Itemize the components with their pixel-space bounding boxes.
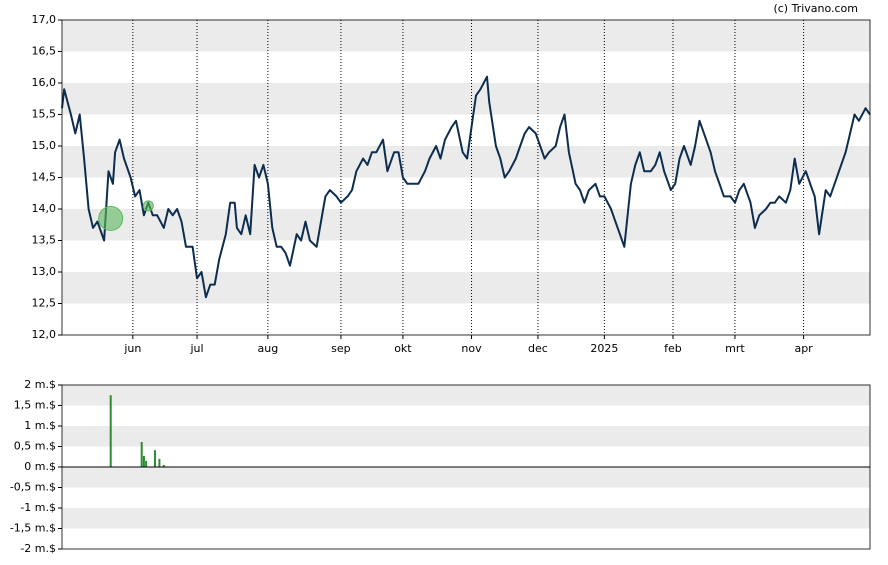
grid-band [62, 508, 870, 529]
x-tick-label: 2025 [590, 342, 618, 355]
x-tick-label: sep [331, 342, 350, 355]
bar [142, 455, 145, 467]
grid-band [62, 83, 870, 115]
plot-frame [61, 19, 871, 336]
x-tick-label: apr [794, 342, 813, 355]
grid-band [62, 20, 870, 52]
plot-frame [61, 384, 871, 550]
grid-band [62, 467, 870, 488]
bar [109, 395, 112, 467]
x-tick-label: nov [461, 342, 482, 355]
y-tick-label: 14,5 [32, 171, 57, 184]
y-tick-label: -1 m.$ [20, 501, 56, 514]
y-tick-label: 12,0 [32, 328, 57, 341]
price-line [61, 75, 871, 299]
grid-band [62, 385, 870, 406]
x-tick-label: mrt [725, 342, 745, 355]
grid-band [62, 146, 870, 178]
bar [153, 450, 156, 467]
bar [158, 458, 161, 467]
y-tick-label: 12,5 [32, 297, 57, 310]
y-tick-label: 15,0 [32, 139, 57, 152]
y-tick-label: 16,0 [32, 76, 57, 89]
y-tick-label: 17,0 [32, 13, 57, 26]
y-tick-label: 0 m.$ [24, 460, 56, 473]
x-tick-label: jul [189, 342, 203, 355]
event-marker [98, 205, 124, 231]
y-tick-label: 14,0 [32, 202, 57, 215]
x-tick-label: aug [258, 342, 279, 355]
x-tick-label: dec [528, 342, 548, 355]
x-tick-label: okt [394, 342, 412, 355]
bar [145, 460, 148, 467]
y-tick-label: 15,5 [32, 108, 57, 121]
grid-band [62, 272, 870, 304]
grid-band [62, 426, 870, 447]
y-tick-label: -0,5 m.$ [10, 481, 56, 494]
x-tick-label: jun [123, 342, 141, 355]
y-tick-label: 1,5 m.$ [14, 399, 56, 412]
bar [140, 441, 143, 467]
y-tick-label: 1 m.$ [24, 419, 56, 432]
y-tick-label: -2 m.$ [20, 542, 56, 555]
y-tick-label: 2 m.$ [24, 378, 56, 391]
y-tick-label: 16,5 [32, 45, 57, 58]
y-tick-label: -1,5 m.$ [10, 522, 56, 535]
x-tick-label: feb [664, 342, 682, 355]
event-marker [142, 200, 154, 212]
source-credit: (c) Trivano.com [773, 2, 858, 15]
y-tick-label: 13,0 [32, 265, 57, 278]
y-tick-label: 13,5 [32, 234, 57, 247]
y-tick-label: 0,5 m.$ [14, 440, 56, 453]
bar [162, 464, 165, 467]
